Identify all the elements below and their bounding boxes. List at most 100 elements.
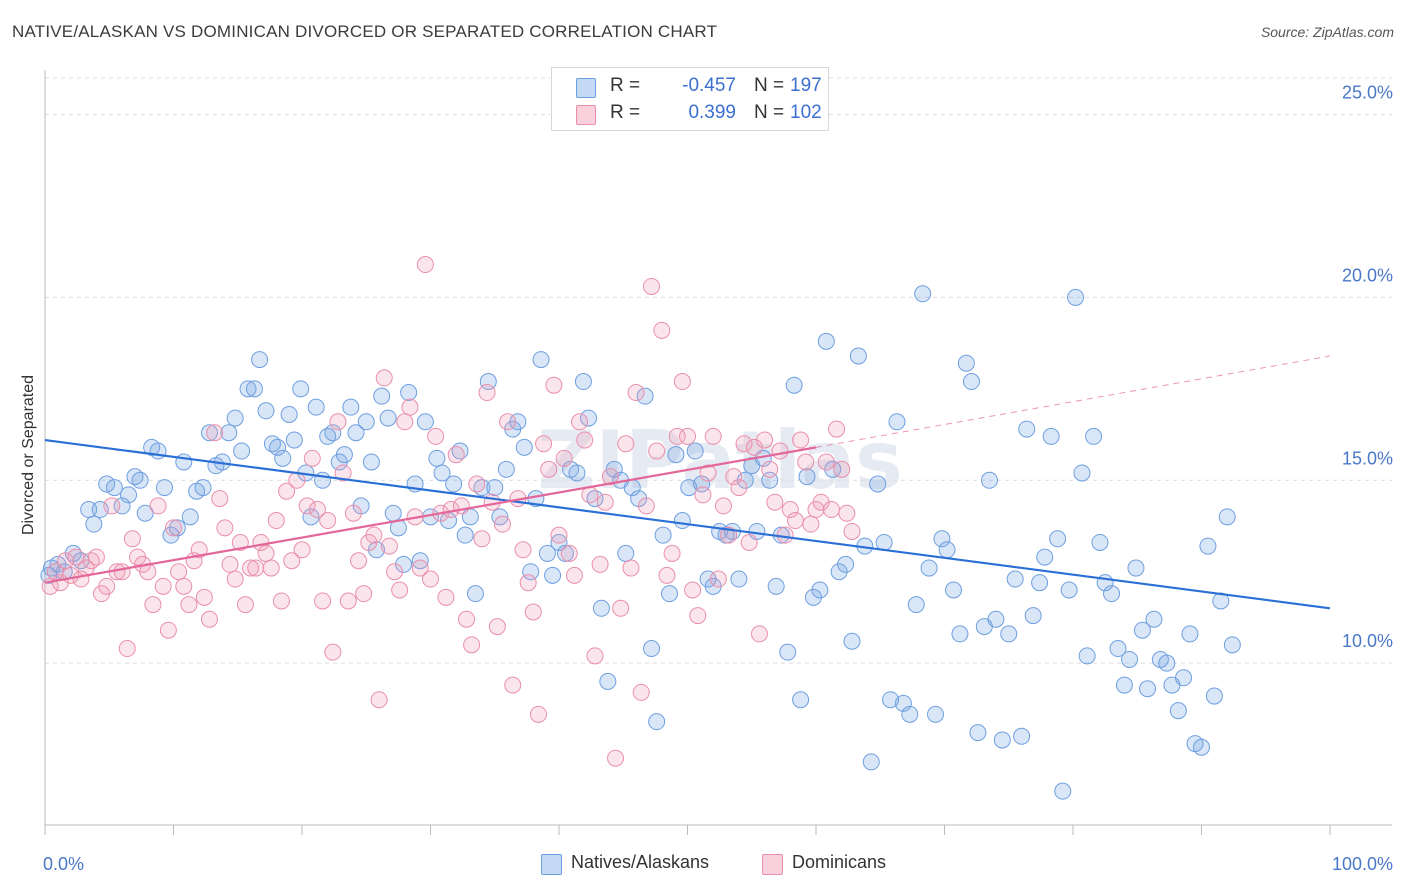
dominican-point bbox=[468, 475, 486, 493]
native-point bbox=[636, 387, 654, 405]
native-point bbox=[1115, 676, 1133, 694]
native-point bbox=[599, 672, 617, 690]
native-point bbox=[1199, 537, 1217, 555]
native-point bbox=[673, 512, 691, 530]
native-point bbox=[980, 471, 998, 489]
native-point bbox=[914, 285, 932, 303]
dominican-point bbox=[648, 442, 666, 460]
dominican-point bbox=[817, 453, 835, 471]
dominican-point bbox=[781, 501, 799, 519]
native-point bbox=[556, 544, 574, 562]
native-point bbox=[156, 479, 174, 497]
dominican-point bbox=[298, 497, 316, 515]
dominican-point bbox=[714, 497, 732, 515]
dominican-point bbox=[98, 577, 116, 595]
native-point bbox=[617, 544, 635, 562]
dominican-point bbox=[612, 599, 630, 617]
dominican-point bbox=[627, 384, 645, 402]
dominican-point bbox=[822, 501, 840, 519]
native-point bbox=[269, 438, 287, 456]
x-tick-label: 100.0% bbox=[1332, 854, 1393, 874]
native-point bbox=[136, 504, 154, 522]
dominican-point bbox=[334, 464, 352, 482]
dominican-point bbox=[303, 449, 321, 467]
dominican-point bbox=[704, 427, 722, 445]
native-point bbox=[1175, 669, 1193, 687]
dominican-point bbox=[699, 464, 717, 482]
native-point bbox=[993, 731, 1011, 749]
natives-legend-label: Natives/Alaskans bbox=[571, 852, 710, 872]
dominican-point bbox=[231, 533, 249, 551]
n-value: 197 bbox=[790, 75, 822, 96]
dominican-point bbox=[771, 442, 789, 460]
dominican-point bbox=[643, 277, 661, 295]
dominican-point bbox=[123, 530, 141, 548]
dominican-point bbox=[637, 497, 655, 515]
dominican-point bbox=[221, 555, 239, 573]
dominican-point bbox=[272, 592, 290, 610]
native-point bbox=[661, 585, 679, 603]
dominican-point bbox=[607, 749, 625, 767]
dominican-point bbox=[293, 541, 311, 559]
native-point bbox=[113, 497, 131, 515]
native-point bbox=[824, 460, 842, 478]
native-point bbox=[592, 599, 610, 617]
dominican-point bbox=[653, 321, 671, 339]
native-point bbox=[105, 479, 123, 497]
dominican-point bbox=[838, 504, 856, 522]
dominican-point bbox=[200, 610, 218, 628]
y-tick-label: 20.0% bbox=[1342, 265, 1393, 285]
dominican-point bbox=[339, 592, 357, 610]
native-point bbox=[239, 380, 257, 398]
dominican-point bbox=[802, 515, 820, 533]
native-point bbox=[486, 479, 504, 497]
native-point bbox=[416, 413, 434, 431]
dominican-point bbox=[211, 490, 229, 508]
dominican-point bbox=[236, 596, 254, 614]
native-point bbox=[1205, 687, 1223, 705]
native-trend-line bbox=[44, 438, 1331, 610]
series-legend: Natives/Alaskans Dominicans bbox=[0, 852, 1406, 878]
dominican-point bbox=[247, 559, 265, 577]
native-point bbox=[957, 354, 975, 372]
native-point bbox=[445, 475, 463, 493]
native-point bbox=[962, 373, 980, 391]
native-point bbox=[693, 475, 711, 493]
native-point bbox=[98, 475, 116, 493]
native-point bbox=[1006, 570, 1024, 588]
dominican-point bbox=[514, 541, 532, 559]
native-point bbox=[798, 468, 816, 486]
x-tick-label: 0.0% bbox=[43, 854, 84, 874]
native-point bbox=[1091, 533, 1109, 551]
dominican-point bbox=[694, 486, 712, 504]
dominican-point bbox=[843, 522, 861, 540]
r-value: 0.399 bbox=[688, 102, 736, 123]
native-point bbox=[1127, 559, 1145, 577]
native-point bbox=[785, 376, 803, 394]
native-point bbox=[1031, 574, 1049, 592]
dominican-point bbox=[499, 413, 517, 431]
native-point bbox=[274, 449, 292, 467]
native-point bbox=[901, 705, 919, 723]
trend-lines bbox=[44, 355, 1331, 610]
native-point bbox=[292, 380, 310, 398]
native-point bbox=[944, 581, 962, 599]
dominicans-legend-label: Dominicans bbox=[792, 852, 887, 872]
dominican-point bbox=[540, 460, 558, 478]
dominican-point bbox=[422, 570, 439, 588]
native-point bbox=[1054, 782, 1072, 800]
native-point bbox=[532, 351, 550, 369]
dominican-point bbox=[581, 486, 599, 504]
native-point bbox=[120, 486, 138, 504]
dominican-point bbox=[550, 526, 568, 544]
native-point bbox=[927, 705, 945, 723]
source-label: Source: ZipAtlas.com bbox=[1260, 24, 1394, 40]
n-label: N = bbox=[754, 102, 785, 123]
dominican-point bbox=[673, 373, 691, 391]
native-point bbox=[862, 753, 880, 771]
dominican-point bbox=[175, 577, 193, 595]
dominican-point bbox=[437, 588, 455, 606]
dominican-point bbox=[478, 384, 496, 402]
native-point bbox=[200, 424, 218, 442]
